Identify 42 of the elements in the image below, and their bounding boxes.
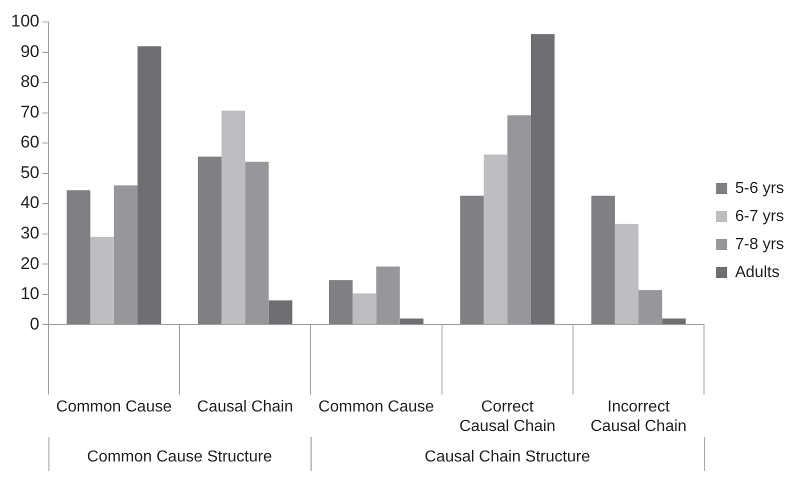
legend-label: 5-6 yrs (735, 180, 784, 197)
bar (66, 190, 90, 324)
bar (352, 293, 376, 324)
y-tick-label: 0 (30, 314, 40, 334)
x-tick-label: Incorrect Causal Chain (590, 398, 687, 435)
y-tick-label: 60 (20, 132, 40, 152)
bar (614, 224, 639, 324)
bar (638, 290, 662, 324)
legend-label: Adults (735, 264, 780, 281)
bar (507, 115, 531, 324)
bar (138, 46, 162, 324)
bar (329, 280, 353, 324)
bar (90, 236, 114, 324)
y-tick-label: 70 (20, 102, 40, 122)
bar (114, 185, 138, 324)
y-tick-label: 90 (20, 42, 40, 61)
y-tick-label: 40 (20, 193, 40, 212)
legend-label: 7-8 yrs (735, 236, 784, 253)
y-tick-label: 50 (20, 162, 40, 182)
legend-label: 6-7 yrs (735, 208, 784, 225)
y-tick-label: 10 (20, 284, 40, 304)
bar (245, 162, 269, 324)
bar (376, 266, 400, 324)
y-tick-label: 20 (20, 254, 40, 273)
x-tick-label: Common Cause (318, 398, 434, 416)
bar (400, 318, 424, 324)
y-tick-label: 30 (20, 224, 40, 243)
bar (221, 110, 246, 324)
x-tick-label: Correct Causal Chain (459, 398, 556, 435)
bar (198, 156, 222, 324)
x-tick-label: Causal Chain (197, 398, 294, 416)
bar (530, 34, 555, 324)
text: Common Cause Structure (87, 448, 272, 466)
bar (662, 318, 686, 324)
bar (460, 196, 484, 324)
bar (591, 196, 615, 324)
bar (484, 154, 508, 324)
y-tick-label: 100 (10, 12, 40, 31)
bar (268, 300, 292, 324)
text: Causal Chain Structure (424, 448, 590, 466)
x-tick-label: Common Cause (56, 398, 172, 416)
y-tick-label: 80 (20, 72, 40, 92)
